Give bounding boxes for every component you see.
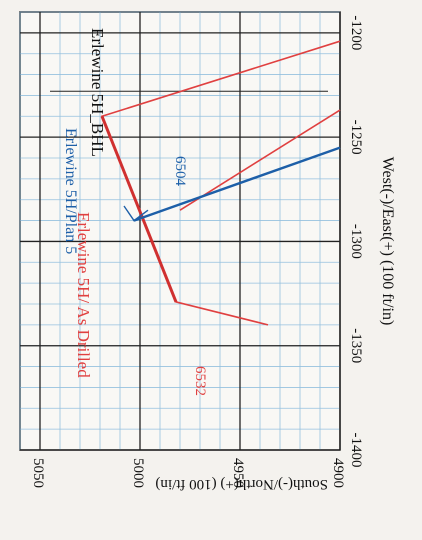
annotation-label: Erlewine 5H_BHL (88, 28, 107, 157)
y-tick-label: 4950 (230, 458, 246, 488)
x-tick-label: -1350 (348, 328, 364, 363)
y-tick-label: 5000 (130, 458, 146, 488)
annotation-label: Erlewine 5H/Plan 5 (62, 128, 79, 254)
x-tick-label: -1400 (348, 433, 364, 468)
annotation-label: 6504 (172, 156, 188, 187)
major-grid (20, 12, 341, 451)
y-tick-label: 4900 (330, 458, 346, 488)
x-tick-label: -1300 (348, 224, 364, 259)
series-line-as-drilled-2 (179, 109, 341, 211)
x-tick-label: -1250 (348, 120, 364, 155)
y-tick-label: 5050 (30, 458, 46, 488)
wellbore-path (100, 115, 178, 303)
annotation-label: Erlewine 5H/ As Drilled (74, 212, 93, 378)
x-axis-label: West(-)/East(+) (100 ft/in) (379, 157, 396, 326)
y-axis-label: South(-)/North(+) (100 ft/in) (155, 476, 328, 492)
annotation-label: 6532 (192, 366, 208, 396)
plan-arrowhead (123, 205, 149, 222)
series-line-plan (133, 146, 341, 222)
x-tick-label: -1200 (348, 15, 364, 50)
